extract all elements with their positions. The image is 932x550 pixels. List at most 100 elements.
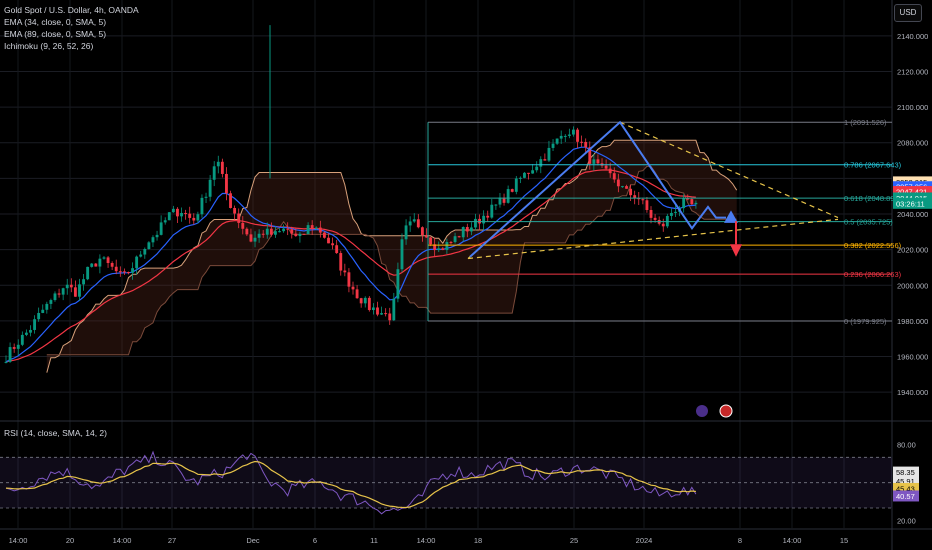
candle-body [220,161,224,174]
candle-body [12,347,16,349]
candle-body [196,214,200,221]
candle-body [498,197,502,205]
candle-body [139,254,143,257]
chart-legend: Gold Spot / U.S. Dollar, 4h, OANDA EMA (… [4,4,139,52]
rsi-tag-bg [893,475,919,487]
candle-body [490,204,494,218]
candle-body [580,141,584,143]
candle-body [449,242,453,244]
candle-body [572,129,575,135]
flag-icon [719,404,733,418]
candle-body [61,288,65,295]
candle-body [453,236,457,243]
candle-body [135,256,139,269]
candle-body [302,233,306,235]
candle-body [274,231,277,235]
price-axis-tick: 2020.000 [897,246,928,255]
candle-body [208,179,212,197]
ichimoku-span-b [46,165,737,356]
candle-body [388,313,392,321]
candle-body [298,233,302,237]
candle-body [82,279,85,285]
candle-body [282,228,286,232]
candle-body [331,243,335,246]
candle-body [596,159,600,164]
candle-body [502,197,506,203]
candle-body [29,329,32,333]
candle-body [127,272,130,274]
price-tag-bg [893,186,932,198]
price-axis-tick: 2000.000 [897,281,928,290]
candle-body [94,263,98,267]
rsi-legend[interactable]: RSI (14, close, SMA, 14, 2) [4,428,107,438]
rsi-axis-tick: 20.00 [897,517,916,526]
candle-body [404,225,408,240]
candle-body [576,129,579,142]
ema89-line [5,169,696,363]
candle-body [257,233,261,238]
candle-body [441,248,445,250]
candle-body [355,289,359,299]
candle-body [518,177,522,179]
time-axis-tick: 6 [313,536,317,545]
candle-body [621,186,624,188]
candle-body [584,141,588,148]
time-axis-tick: 15 [840,536,848,545]
candle-body [445,242,449,250]
symbol-title[interactable]: Gold Spot / U.S. Dollar, 4h, OANDA [4,5,139,15]
candle-body [551,143,555,148]
candle-body [457,236,461,238]
candle-body [176,208,179,217]
rsi-tag-bg [893,482,919,494]
candle-body [653,217,657,220]
candle-body [535,166,539,171]
ichimoku-legend[interactable]: Ichimoku (9, 26, 52, 26) [4,41,94,51]
candle-body [265,228,269,235]
candle-body [384,313,388,315]
price-axis-tick: 2040.000 [897,210,928,219]
candle-body [604,165,608,169]
candle-body [171,208,175,213]
currency-button[interactable]: USD [894,4,922,22]
candle-body [371,307,375,311]
candle-body [114,266,118,272]
candle-body [306,225,310,235]
candle-body [73,287,77,297]
candle-body [527,172,530,174]
candle-body [669,212,673,216]
candle-body [400,239,404,270]
price-axis-tick: 1960.000 [897,353,928,362]
candle-body [563,135,567,137]
price-tag: 2047.421 [896,188,927,197]
candle-body [204,196,208,198]
candle-body [143,249,147,255]
candle-body [682,198,686,209]
candle-body [102,257,106,259]
pattern-zigzag [469,120,726,258]
candle-body [494,204,498,206]
candle-body [661,223,665,227]
candle-body [641,199,645,201]
candle-body [506,189,510,203]
rsi-tag: 45.43 [896,484,915,493]
candle-body [482,215,486,224]
candle-body [167,212,171,221]
ema89-legend[interactable]: EMA (89, close, 0, SMA, 5) [4,29,107,39]
candle-body [184,212,188,214]
candle-body [188,213,192,218]
ema34-legend[interactable]: EMA (34, close, 0, SMA, 5) [4,17,107,27]
candle-body [216,161,220,167]
candle-body [608,168,612,174]
price-axis-tick: 2120.000 [897,67,928,76]
candle-body [4,361,8,363]
triangle-lower [467,218,839,260]
candle-body [151,237,155,243]
time-axis-tick: 27 [168,536,176,545]
candle-body [559,135,563,139]
candle-body [429,237,432,245]
candle-body [294,233,298,237]
candle-body [461,227,465,238]
fib-level-label: 0.786 (2067.643) [844,161,902,170]
candle-body [633,195,637,199]
